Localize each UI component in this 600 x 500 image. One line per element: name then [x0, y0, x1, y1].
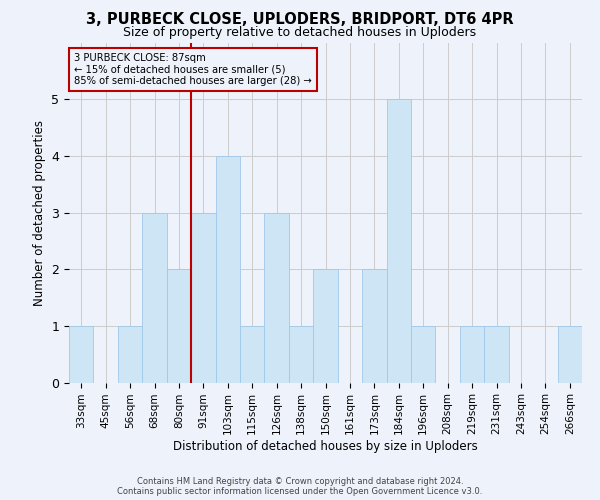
Text: 3, PURBECK CLOSE, UPLODERS, BRIDPORT, DT6 4PR: 3, PURBECK CLOSE, UPLODERS, BRIDPORT, DT…: [86, 12, 514, 26]
Bar: [265, 212, 289, 382]
Bar: [386, 99, 411, 382]
Bar: [289, 326, 313, 382]
Bar: [142, 212, 167, 382]
Bar: [167, 269, 191, 382]
Bar: [240, 326, 265, 382]
Bar: [362, 269, 386, 382]
Bar: [557, 326, 582, 382]
Bar: [215, 156, 240, 382]
Text: Size of property relative to detached houses in Uploders: Size of property relative to detached ho…: [124, 26, 476, 39]
Bar: [191, 212, 215, 382]
Bar: [411, 326, 436, 382]
Text: 3 PURBECK CLOSE: 87sqm
← 15% of detached houses are smaller (5)
85% of semi-deta: 3 PURBECK CLOSE: 87sqm ← 15% of detached…: [74, 52, 312, 86]
Bar: [484, 326, 509, 382]
Bar: [460, 326, 484, 382]
Text: Contains HM Land Registry data © Crown copyright and database right 2024.
Contai: Contains HM Land Registry data © Crown c…: [118, 476, 482, 496]
Bar: [118, 326, 142, 382]
Bar: [313, 269, 338, 382]
X-axis label: Distribution of detached houses by size in Uploders: Distribution of detached houses by size …: [173, 440, 478, 453]
Y-axis label: Number of detached properties: Number of detached properties: [33, 120, 46, 306]
Bar: [69, 326, 94, 382]
